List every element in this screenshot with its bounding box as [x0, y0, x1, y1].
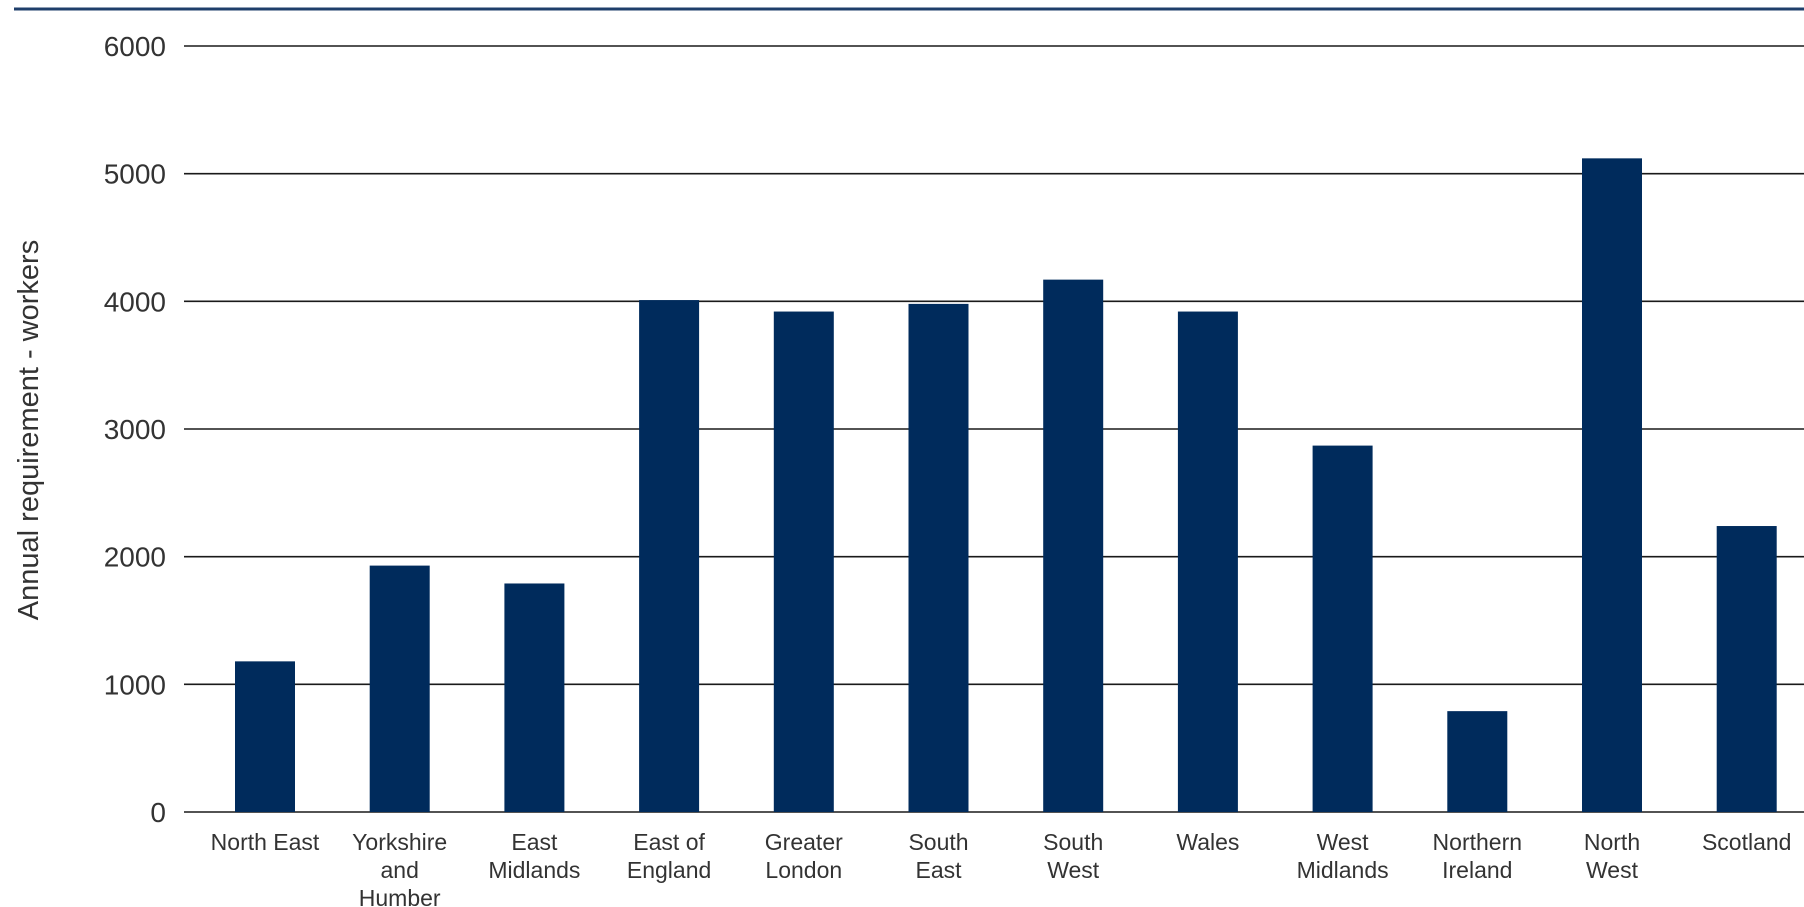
- x-category-label-3: East of England: [627, 829, 711, 883]
- bar-9: [1447, 711, 1508, 812]
- bars: [235, 158, 1777, 812]
- bar-10: [1582, 158, 1642, 812]
- bar-8: [1312, 445, 1373, 812]
- x-category-label-11: Scotland: [1702, 829, 1792, 855]
- y-axis-title: Annual requirement - workers: [13, 240, 45, 620]
- y-tick-labels: 0 1000 2000 3000 4000 5000 6000: [104, 31, 166, 828]
- x-category-label-2: East Midlands: [488, 829, 580, 883]
- y-tick-label-6000: 6000: [104, 31, 166, 62]
- x-category-label-4: Greater London: [765, 829, 843, 883]
- x-category-label-8: West Midlands: [1297, 829, 1389, 883]
- bar-5: [908, 303, 969, 812]
- bar-2: [504, 583, 565, 812]
- bar-4: [773, 311, 834, 812]
- y-tick-label-1000: 1000: [104, 669, 166, 700]
- bar-11: [1716, 526, 1777, 812]
- bar-3: [639, 300, 700, 812]
- bar-0: [235, 661, 295, 812]
- x-category-label-9: Northern Ireland: [1433, 829, 1522, 883]
- x-category-label-6: South West: [1043, 829, 1103, 883]
- x-category-labels: North East Yorkshire and Humber East Midlands…: [211, 829, 1792, 907]
- x-category-label-1: Yorkshire and Humber: [352, 829, 447, 907]
- y-tick-label-3000: 3000: [104, 414, 166, 445]
- bar-1: [369, 565, 430, 812]
- bar-6: [1043, 279, 1104, 812]
- y-tick-label-2000: 2000: [104, 542, 166, 573]
- y-tick-label-0: 0: [150, 797, 166, 828]
- x-category-label-5: South East: [908, 829, 968, 883]
- x-category-label-7: Wales: [1176, 829, 1239, 855]
- x-category-label-10: North West: [1584, 829, 1640, 883]
- y-tick-label-5000: 5000: [104, 159, 166, 190]
- x-category-label-0: North East: [211, 829, 320, 855]
- y-tick-label-4000: 4000: [104, 286, 166, 317]
- gridlines: [184, 45, 1804, 813]
- bar-7: [1177, 311, 1238, 812]
